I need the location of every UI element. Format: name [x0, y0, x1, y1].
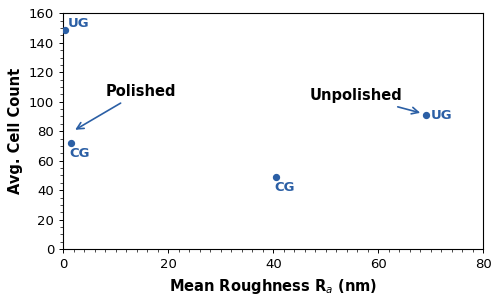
Point	[67, 140, 75, 145]
Point	[61, 27, 69, 32]
Point	[272, 174, 280, 179]
Y-axis label: Avg. Cell Count: Avg. Cell Count	[8, 68, 24, 194]
Text: UG: UG	[68, 16, 89, 29]
Point	[422, 112, 430, 117]
Text: CG: CG	[70, 147, 90, 161]
Text: CG: CG	[274, 181, 295, 194]
Text: Unpolished: Unpolished	[310, 88, 418, 114]
Text: Polished: Polished	[76, 84, 176, 129]
X-axis label: Mean Roughness R$_a$ (nm): Mean Roughness R$_a$ (nm)	[169, 277, 378, 296]
Text: UG: UG	[431, 109, 452, 122]
